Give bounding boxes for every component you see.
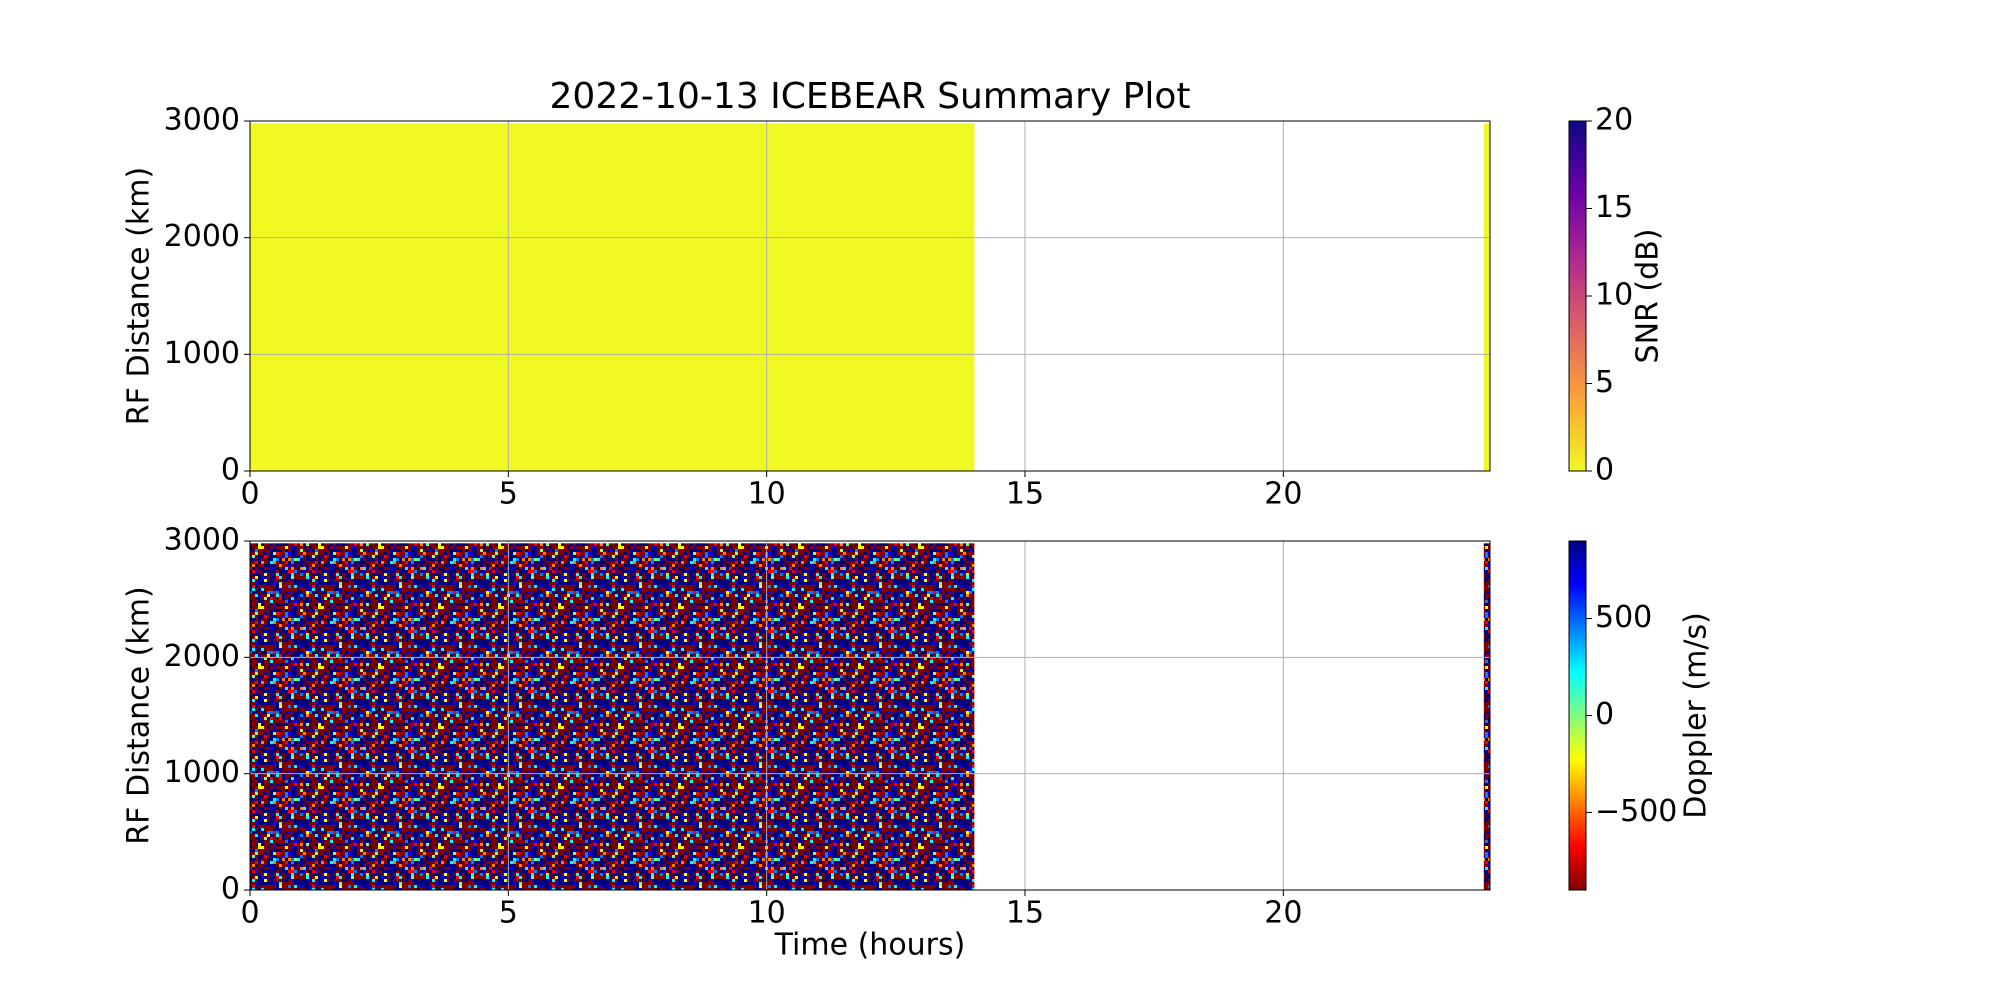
colorbar-tick-label: 20 [1595, 103, 1633, 138]
x-tick-label: 15 [1006, 896, 1044, 931]
y-tick-label: 2000 [164, 219, 240, 254]
y-tick-label: 3000 [164, 103, 240, 138]
x-tick-label: 5 [499, 896, 518, 931]
data-span [250, 123, 975, 471]
colorbar-tick-label: 500 [1595, 600, 1652, 635]
colorbar-label: SNR (dB) [1631, 229, 1666, 364]
data-span [1483, 123, 1490, 471]
colorbar-tick-label: 15 [1595, 190, 1633, 225]
colorbar-tick-label: 0 [1595, 453, 1614, 488]
colorbar-tick-label: 10 [1595, 278, 1633, 313]
chart-title: 2022-10-13 ICEBEAR Summary Plot [550, 76, 1191, 117]
x-tick-label: 10 [748, 477, 786, 512]
y-axis-label: RF Distance (km) [122, 586, 157, 844]
x-tick-label: 0 [240, 477, 259, 512]
axes-frame [249, 120, 1491, 472]
axes-frame [249, 540, 1491, 891]
x-tick-label: 5 [499, 477, 518, 512]
y-tick-label: 0 [221, 872, 240, 907]
y-axis-label: RF Distance (km) [122, 167, 157, 425]
x-tick-label: 20 [1264, 896, 1302, 931]
x-tick-label: 10 [748, 896, 786, 931]
y-tick-label: 2000 [164, 639, 240, 674]
colorbar-tick-label: 0 [1595, 697, 1614, 732]
colorbar-tick-label: 5 [1595, 365, 1614, 400]
colorbar-tick-label: −500 [1595, 794, 1677, 829]
data-span [250, 543, 975, 890]
x-axis-label: Time (hours) [774, 928, 966, 963]
y-tick-label: 0 [221, 453, 240, 488]
colorbar [1568, 540, 1587, 891]
colorbar-label: Doppler (m/s) [1679, 612, 1714, 819]
y-tick-label: 1000 [164, 336, 240, 371]
x-tick-label: 0 [240, 896, 259, 931]
x-tick-label: 15 [1006, 477, 1044, 512]
x-tick-label: 20 [1264, 477, 1302, 512]
data-span [1483, 543, 1490, 890]
colorbar [1568, 120, 1587, 472]
y-tick-label: 1000 [164, 755, 240, 790]
y-tick-label: 3000 [164, 523, 240, 558]
